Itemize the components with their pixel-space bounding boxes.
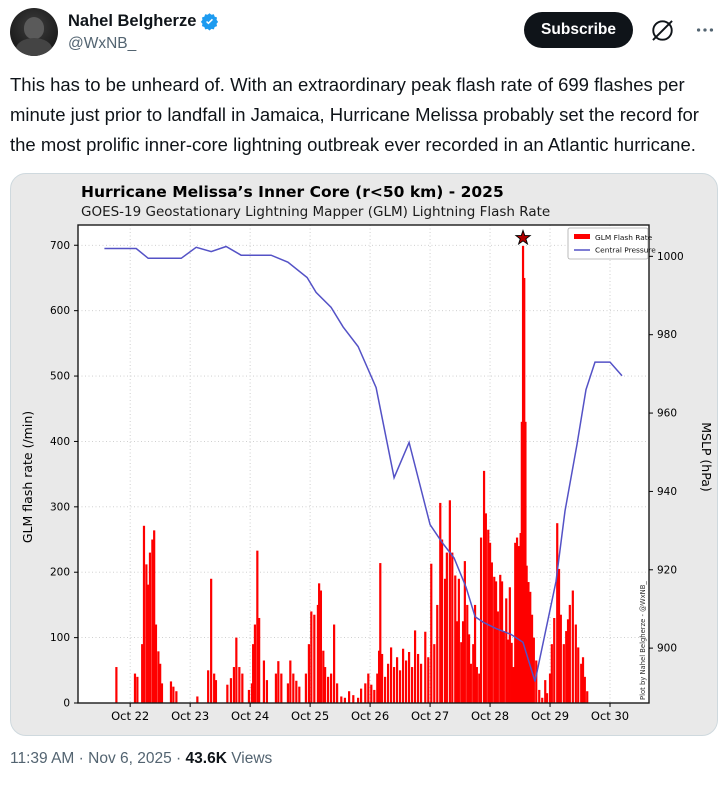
- svg-text:600: 600: [50, 305, 70, 317]
- more-dots-icon: [694, 28, 716, 44]
- avatar-silhouette-body: [16, 38, 52, 56]
- svg-text:Oct 28: Oct 28: [471, 709, 509, 723]
- svg-text:Oct 23: Oct 23: [171, 709, 209, 723]
- svg-text:Oct 27: Oct 27: [411, 709, 449, 723]
- glm-flash-rate-bars: [115, 245, 589, 704]
- tweet-header: Nahel Belgherze @WxNB_ Subscribe: [10, 8, 718, 56]
- subscribe-button[interactable]: Subscribe: [524, 12, 633, 48]
- views-label: Views: [231, 750, 273, 767]
- grok-button[interactable]: [647, 15, 678, 46]
- avatar[interactable]: [10, 8, 58, 56]
- header-actions: Subscribe: [524, 8, 718, 48]
- date[interactable]: Nov 6, 2025: [88, 750, 172, 767]
- avatar-silhouette-head: [24, 17, 44, 39]
- svg-text:400: 400: [50, 436, 70, 448]
- svg-text:GLM Flash Rate: GLM Flash Rate: [595, 233, 653, 242]
- svg-text:960: 960: [657, 408, 677, 420]
- svg-text:700: 700: [50, 240, 70, 252]
- grok-icon: [649, 19, 676, 47]
- separator-dot: ·: [176, 750, 182, 767]
- svg-text:920: 920: [657, 564, 677, 576]
- identity-block: Nahel Belgherze @WxNB_: [68, 8, 219, 53]
- chart-image-card[interactable]: Hurricane Melissa’s Inner Core (r<50 km)…: [10, 173, 718, 736]
- svg-text:Oct 24: Oct 24: [231, 709, 269, 723]
- tweet-footer: 11:39 AM · Nov 6, 2025 · 43.6K Views: [10, 750, 718, 768]
- more-button[interactable]: [692, 17, 718, 43]
- chart-title: Hurricane Melissa’s Inner Core (r<50 km)…: [81, 183, 504, 201]
- svg-text:940: 940: [657, 486, 677, 498]
- svg-text:Central Pressure: Central Pressure: [595, 246, 656, 255]
- svg-text:200: 200: [50, 567, 70, 579]
- svg-text:1000: 1000: [657, 251, 684, 263]
- watermark-credit: Plot by Nahel Belgherze - @WxNB_: [639, 581, 647, 700]
- peak-star-marker: [514, 229, 532, 246]
- svg-text:500: 500: [50, 371, 70, 383]
- y-axis-label-right: MSLP (hPa): [699, 422, 714, 492]
- svg-text:Oct 30: Oct 30: [591, 709, 629, 723]
- central-pressure-line: [104, 245, 623, 682]
- svg-text:900: 900: [657, 643, 677, 655]
- tweet-container: Nahel Belgherze @WxNB_ Subscribe: [10, 8, 718, 768]
- plot-area: [78, 225, 649, 703]
- views-count: 43.6K: [185, 750, 227, 767]
- chart-subtitle: GOES-19 Geostationary Lightning Mapper (…: [81, 204, 551, 220]
- svg-text:Oct 25: Oct 25: [291, 709, 329, 723]
- y-axis-label-left: GLM flash rate (/min): [20, 411, 35, 543]
- display-name[interactable]: Nahel Belgherze: [68, 12, 197, 30]
- svg-text:Oct 22: Oct 22: [111, 709, 149, 723]
- separator-dot: ·: [78, 750, 84, 767]
- svg-text:Oct 26: Oct 26: [351, 709, 389, 723]
- tweet-text: This has to be unheard of. With an extra…: [10, 74, 699, 155]
- svg-text:0: 0: [63, 698, 70, 710]
- timestamp[interactable]: 11:39 AM: [10, 750, 75, 767]
- svg-text:980: 980: [657, 329, 677, 341]
- svg-text:Oct 29: Oct 29: [531, 709, 569, 723]
- user-handle[interactable]: @WxNB_: [68, 34, 137, 52]
- svg-text:100: 100: [50, 632, 70, 644]
- svg-text:300: 300: [50, 501, 70, 513]
- verified-badge-icon: [200, 12, 219, 31]
- glm-flash-rate-chart: 0 100 200 300 400 500 600 700 900 920 940 960 980 100…: [20, 224, 714, 723]
